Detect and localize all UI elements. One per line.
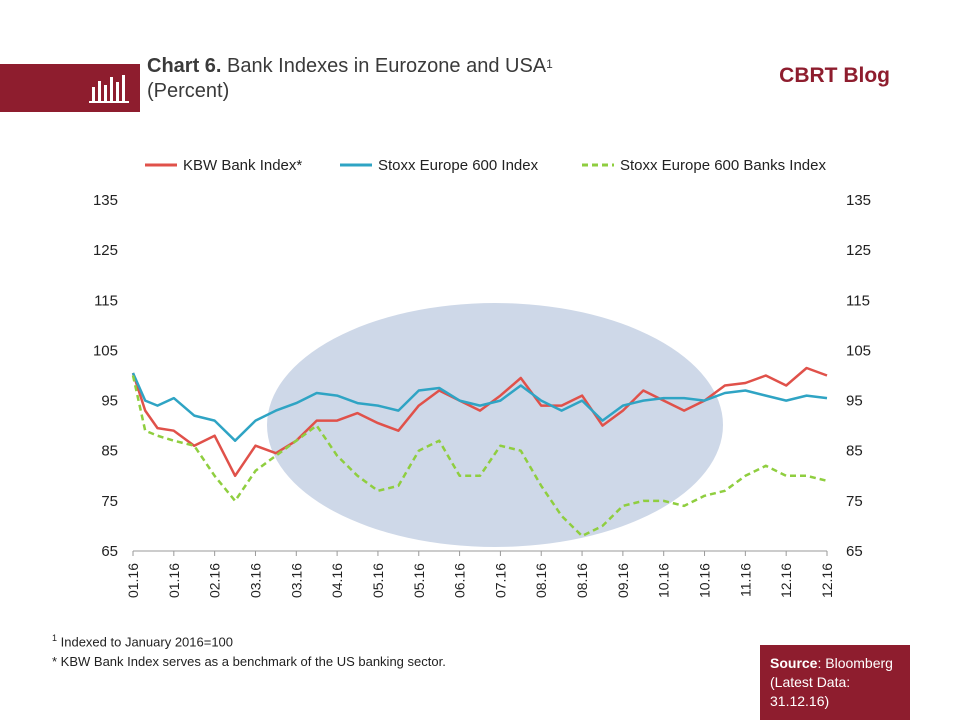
x-tick-label: 08.16 — [574, 563, 590, 598]
bar-chart-icon — [89, 75, 129, 103]
y-tick-right: 125 — [846, 242, 871, 259]
chart-title: Chart 6. Bank Indexes in Eurozone and US… — [147, 54, 553, 104]
x-tick-label: 09.16 — [615, 563, 631, 598]
title-sup: 1 — [546, 57, 553, 71]
line-chart: 65 65 75 75 85 85 95 95 105 105 115 115 125 125 135 135… — [93, 157, 871, 598]
y-tick-left: 75 — [101, 493, 118, 510]
source-label: Source — [770, 655, 818, 671]
y-tick-right: 65 — [846, 543, 863, 560]
x-tick-label: 07.16 — [492, 563, 508, 598]
y-tick-right: 115 — [846, 292, 870, 309]
y-tick-right: 105 — [846, 342, 871, 359]
y-tick-left: 115 — [94, 292, 118, 309]
y-tick-left: 95 — [101, 393, 118, 410]
footnotes: 1 Indexed to January 2016=100 * KBW Bank… — [52, 628, 446, 672]
highlight-ellipse — [267, 303, 723, 547]
x-tick-label: 06.16 — [452, 563, 468, 598]
title-text: Bank Indexes in Eurozone and USA — [221, 55, 547, 77]
footnote-2: * KBW Bank Index serves as a benchmark o… — [52, 654, 446, 670]
y-tick-left: 85 — [101, 443, 118, 460]
footnote-1: 1 Indexed to January 2016=100 — [52, 628, 446, 652]
footnote-1-text: Indexed to January 2016=100 — [57, 634, 234, 650]
x-tick-label: 03.16 — [288, 563, 304, 598]
x-tick-label: 04.16 — [329, 563, 345, 598]
series-line-2 — [131, 372, 828, 442]
x-tick-label: 12.16 — [819, 563, 835, 598]
x-tick-label: 05.16 — [370, 563, 386, 598]
y-tick-left: 105 — [93, 342, 118, 359]
source-value: : Bloomberg — [817, 655, 893, 671]
y-tick-right: 75 — [846, 493, 863, 510]
x-tick-label: 03.16 — [247, 563, 263, 598]
x-tick-label: 02.16 — [207, 563, 223, 598]
x-tick-label: 10.16 — [656, 563, 672, 598]
brand-label: CBRT Blog — [779, 64, 890, 87]
title-bold: Chart 6. — [147, 55, 222, 77]
y-tick-left: 135 — [93, 192, 118, 209]
source-box: Source: Bloomberg (Latest Data: 31.12.16… — [760, 645, 910, 720]
x-tick-label: 05.16 — [411, 563, 427, 598]
x-tick-label: 11.16 — [737, 563, 753, 597]
x-tick-label: 12.16 — [778, 563, 794, 598]
source-latest: (Latest Data: 31.12.16) — [770, 674, 851, 709]
y-tick-left: 65 — [101, 543, 118, 560]
x-tick-label: 01.16 — [125, 563, 141, 598]
y-tick-right: 95 — [846, 393, 863, 410]
x-tick-label: 08.16 — [533, 563, 549, 598]
x-tick-label: 01.16 — [166, 563, 182, 598]
series-line-3 — [131, 375, 828, 538]
footnote-1-marker: 1 — [52, 633, 58, 643]
legend-label-1: KBW Bank Index* — [183, 157, 302, 174]
x-tick-label: 10.16 — [697, 563, 713, 598]
legend-label-3: Stoxx Europe 600 Banks Index — [620, 157, 826, 174]
legend-label-2: Stoxx Europe 600 Index — [378, 157, 539, 174]
y-tick-left: 125 — [93, 242, 118, 259]
y-tick-right: 135 — [846, 192, 871, 209]
y-tick-right: 85 — [846, 443, 863, 460]
chart-subtitle: (Percent) — [147, 80, 230, 102]
